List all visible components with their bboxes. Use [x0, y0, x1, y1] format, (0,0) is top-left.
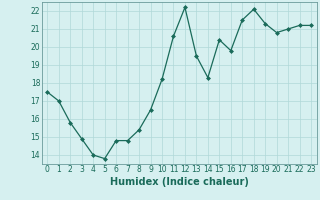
- X-axis label: Humidex (Indice chaleur): Humidex (Indice chaleur): [110, 177, 249, 187]
